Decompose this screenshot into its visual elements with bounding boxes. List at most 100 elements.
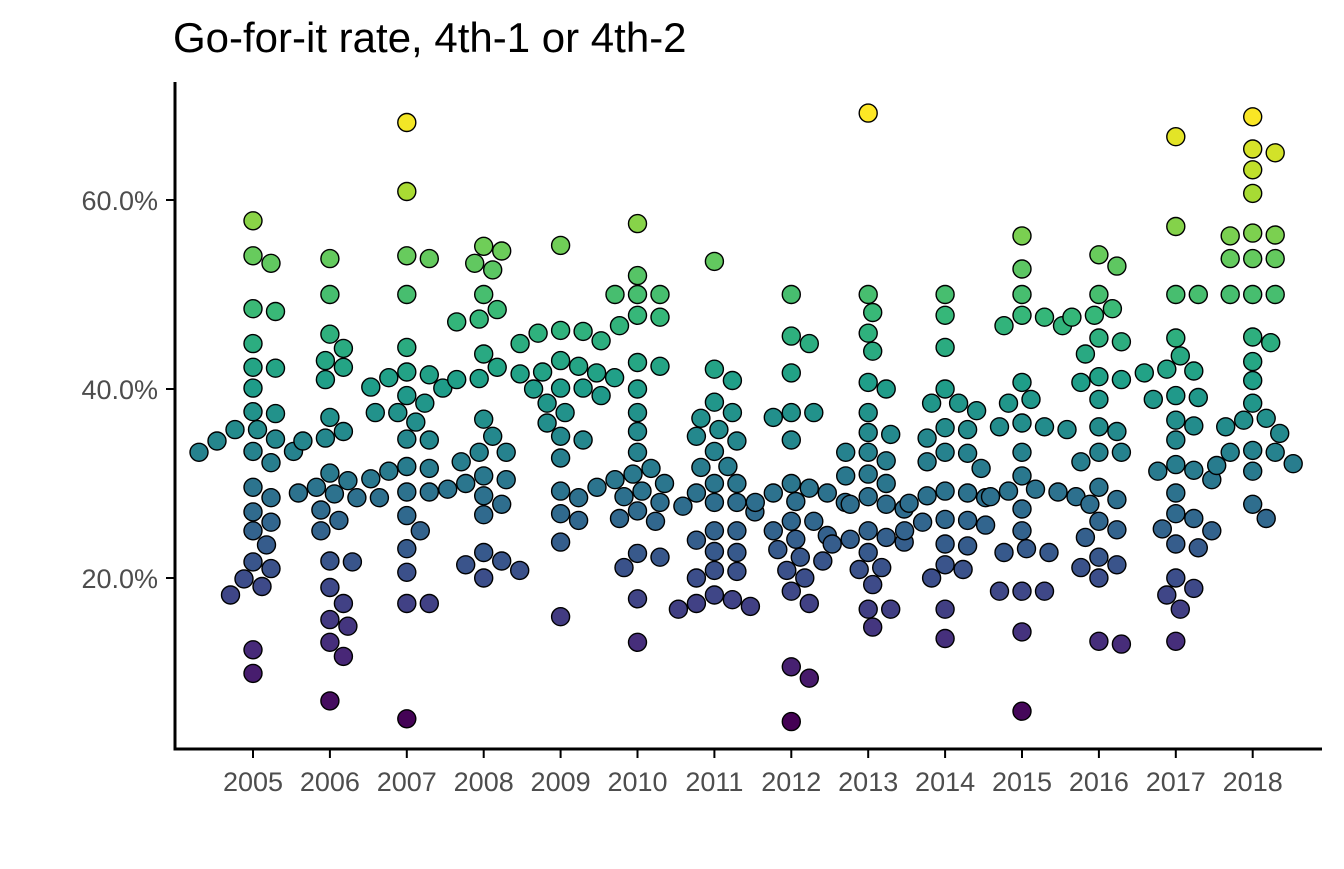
- data-point-2011: [704, 585, 725, 605]
- data-point-2012: [763, 407, 783, 428]
- data-point-2007: [397, 505, 417, 526]
- data-point-2011: [722, 590, 743, 610]
- data-point-2007: [419, 248, 439, 269]
- data-point-2016: [1075, 344, 1096, 364]
- data-point-2017: [1166, 284, 1186, 305]
- data-point-2008: [469, 368, 489, 389]
- data-point-2016: [1084, 305, 1105, 325]
- data-point-2007: [397, 539, 417, 559]
- data-point-2014: [935, 418, 955, 438]
- data-point-2009: [550, 426, 571, 446]
- data-point-2017: [1166, 410, 1186, 430]
- data-point-2012: [781, 284, 801, 305]
- data-point-2014: [957, 443, 978, 463]
- data-point-2018: [1220, 442, 1240, 462]
- data-point-2010: [627, 305, 648, 325]
- data-point-2008: [496, 442, 516, 462]
- data-point-2011: [686, 426, 707, 446]
- data-point-2010: [587, 477, 607, 497]
- data-point-2009: [537, 413, 557, 433]
- data-point-2017: [1134, 363, 1155, 383]
- x-tick-label: 2016: [1069, 767, 1129, 797]
- data-point-2016: [1089, 245, 1109, 265]
- data-point-2017: [1170, 599, 1191, 619]
- data-point-2005: [256, 535, 277, 555]
- data-point-2015: [1025, 479, 1046, 499]
- data-point-2013: [858, 103, 878, 123]
- data-point-2017: [1166, 430, 1186, 450]
- x-tick-label: 2015: [992, 767, 1052, 797]
- data-point-2014: [935, 284, 955, 305]
- data-point-2006: [320, 463, 340, 483]
- data-point-2010: [605, 470, 625, 490]
- data-point-2005: [243, 246, 263, 266]
- data-point-2009: [573, 321, 593, 342]
- chart-title: Go-for-it rate, 4th-1 or 4th-2: [173, 14, 687, 61]
- data-point-2017: [1184, 460, 1204, 480]
- data-point-2005: [265, 301, 286, 322]
- data-point-2013: [858, 599, 878, 619]
- data-point-2015: [1012, 259, 1032, 279]
- data-point-2018: [1265, 442, 1285, 462]
- data-point-2017: [1166, 504, 1186, 524]
- data-point-2009: [550, 481, 571, 501]
- data-point-2010: [627, 501, 648, 521]
- data-point-2006: [320, 577, 340, 598]
- data-point-2016: [1062, 307, 1082, 327]
- data-point-2012: [799, 593, 819, 614]
- data-point-2018: [1242, 248, 1263, 269]
- data-point-2013: [881, 599, 901, 619]
- data-point-2018: [1265, 225, 1285, 245]
- data-point-2009: [568, 356, 589, 376]
- data-point-2015: [1034, 581, 1055, 601]
- data-point-2015: [980, 487, 1001, 507]
- data-point-2009: [523, 379, 544, 399]
- data-point-2017: [1166, 483, 1186, 503]
- data-point-2013: [849, 559, 869, 580]
- data-point-2005: [189, 442, 209, 462]
- data-point-2010: [650, 492, 670, 513]
- data-point-2014: [957, 536, 978, 556]
- data-point-2008: [510, 560, 530, 581]
- data-point-2011: [718, 456, 738, 477]
- data-point-2013: [858, 372, 878, 393]
- data-point-2014: [957, 419, 978, 440]
- data-point-2005: [243, 441, 263, 462]
- data-point-2015: [1012, 622, 1032, 642]
- data-point-2017: [1143, 389, 1164, 410]
- data-point-2016: [1107, 555, 1127, 575]
- data-point-2018: [1206, 455, 1227, 476]
- data-point-2014: [966, 401, 987, 421]
- data-point-2018: [1220, 226, 1240, 246]
- data-point-2013: [836, 442, 856, 462]
- data-point-2015: [998, 393, 1019, 413]
- data-point-2005: [261, 512, 281, 532]
- data-point-2010: [650, 307, 670, 327]
- data-point-2014: [935, 509, 955, 530]
- data-point-2012: [799, 333, 819, 354]
- data-point-2012: [790, 547, 810, 567]
- data-point-2016: [1089, 442, 1109, 462]
- data-point-2018: [1265, 143, 1285, 163]
- data-point-2006: [369, 488, 390, 508]
- data-point-2017: [1188, 284, 1209, 305]
- data-point-2012: [781, 363, 801, 383]
- data-point-2017: [1152, 519, 1173, 539]
- data-point-2013: [836, 466, 856, 486]
- data-point-2013: [876, 494, 896, 514]
- data-point-2008: [474, 284, 494, 305]
- data-point-2006: [342, 552, 363, 572]
- data-point-2007: [419, 482, 439, 502]
- data-point-2010: [614, 487, 634, 507]
- data-point-2017: [1184, 416, 1204, 436]
- data-point-2009: [550, 350, 571, 371]
- data-point-2010: [627, 442, 648, 462]
- data-point-2014: [935, 379, 955, 399]
- data-point-2011: [686, 593, 707, 614]
- data-point-2017: [1184, 361, 1204, 381]
- data-point-2008: [487, 357, 507, 377]
- data-point-2011: [727, 492, 747, 513]
- data-point-2017: [1184, 508, 1204, 529]
- data-point-2006: [320, 407, 340, 428]
- data-point-2014: [935, 442, 955, 462]
